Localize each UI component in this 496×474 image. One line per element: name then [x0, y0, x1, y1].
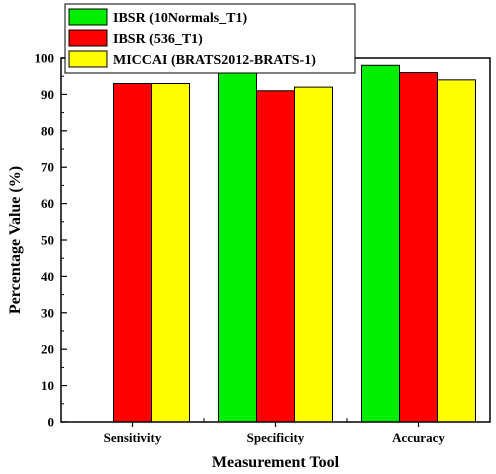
bar-sensitivity-series-2 — [113, 82, 152, 423]
y-tick-label: 20 — [41, 342, 54, 357]
legend-box — [64, 3, 356, 74]
y-tick-label: 100 — [35, 51, 55, 66]
legend-label: MICCAI (BRATS2012-BRATS-1) — [113, 53, 316, 68]
x-tick-label: Accuracy — [392, 430, 445, 445]
legend-swatch — [68, 8, 108, 26]
y-tick-label: 60 — [41, 196, 54, 211]
y-tick-label: 40 — [41, 269, 54, 284]
y-tick-label: 0 — [48, 415, 55, 430]
x-ticks: Sensitivity Specificity Accuracy — [104, 418, 445, 445]
x-axis-title: Measurement Tool — [212, 454, 340, 471]
y-tick-label: 10 — [41, 378, 54, 393]
y-ticks: 0 10 20 30 40 50 60 70 80 90 100 — [35, 51, 67, 430]
bar-accuracy-series-2 — [399, 72, 438, 423]
bar-specificity-series-1 — [218, 64, 257, 423]
y-tick-label: 90 — [41, 87, 54, 102]
legend-swatch — [68, 29, 108, 47]
x-tick-label: Specificity — [247, 430, 305, 445]
y-tick-label: 30 — [41, 305, 54, 320]
legend-swatch — [68, 50, 108, 68]
bar-specificity-series-3 — [294, 86, 333, 423]
legend: IBSR (10Normals_T1) IBSR (536_T1) MICCAI (… — [64, 3, 356, 74]
y-tick-label: 70 — [41, 160, 54, 175]
legend-label: IBSR (10Normals_T1) — [113, 11, 248, 26]
bars-layer — [113, 64, 476, 423]
bar-accuracy-series-1 — [361, 64, 400, 423]
bar-accuracy-series-3 — [437, 79, 476, 423]
bar-specificity-series-2 — [256, 90, 295, 423]
legend-label: IBSR (536_T1) — [113, 32, 203, 47]
y-tick-label: 80 — [41, 123, 54, 138]
bar-sensitivity-series-3 — [151, 82, 190, 423]
x-tick-label: Sensitivity — [104, 430, 162, 445]
y-tick-label: 50 — [41, 233, 54, 248]
y-axis-title: Percentage Value (%) — [7, 166, 24, 314]
